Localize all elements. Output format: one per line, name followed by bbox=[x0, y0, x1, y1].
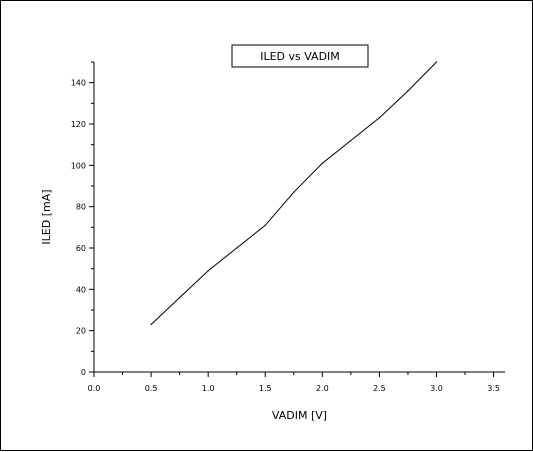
y-axis-title: ILED [mA] bbox=[40, 189, 53, 244]
data-point bbox=[407, 90, 409, 92]
y-tick-label: 80 bbox=[76, 203, 86, 212]
data-point bbox=[435, 61, 438, 63]
x-tick-label: 2.5 bbox=[373, 384, 386, 393]
x-ticks: 0.0 0.5 1.0 1.5 2.0 2.5 3.0 3.5 bbox=[88, 372, 500, 393]
series-line bbox=[150, 61, 437, 325]
data-point bbox=[150, 323, 152, 326]
y-tick-label: 0 bbox=[81, 368, 86, 377]
data-point bbox=[236, 247, 238, 249]
x-tick-label: 3.0 bbox=[430, 384, 443, 393]
y-ticks: 0 20 40 60 80 100 120 140 bbox=[71, 61, 94, 377]
x-tick-label: 0.0 bbox=[88, 384, 101, 393]
x-tick-label: 1.0 bbox=[202, 384, 215, 393]
y-tick-label: 60 bbox=[76, 244, 86, 253]
axes bbox=[93, 62, 505, 373]
y-tick-label: 140 bbox=[71, 79, 86, 88]
y-tick-label: 20 bbox=[76, 327, 86, 336]
y-tick-label: 100 bbox=[71, 161, 86, 170]
data-point bbox=[350, 139, 352, 142]
data-point bbox=[321, 162, 323, 164]
data-point bbox=[207, 270, 209, 272]
y-tick-label: 120 bbox=[71, 120, 86, 129]
chart-title-box: ILED vs VADIM bbox=[231, 44, 369, 68]
title-box-border bbox=[231, 44, 369, 68]
data-point bbox=[179, 297, 181, 299]
series-group bbox=[150, 61, 438, 326]
data-point bbox=[293, 191, 295, 193]
x-tick-label: 0.5 bbox=[145, 384, 158, 393]
x-tick-label: 1.5 bbox=[259, 384, 272, 393]
chart-title: ILED vs VADIM bbox=[260, 50, 340, 63]
data-point bbox=[378, 117, 381, 119]
y-tick-label: 40 bbox=[76, 285, 86, 294]
x-tick-label: 3.5 bbox=[487, 384, 500, 393]
x-axis-title: VADIM [V] bbox=[272, 409, 327, 422]
x-tick-label: 2.0 bbox=[316, 384, 329, 393]
data-point bbox=[264, 224, 266, 226]
